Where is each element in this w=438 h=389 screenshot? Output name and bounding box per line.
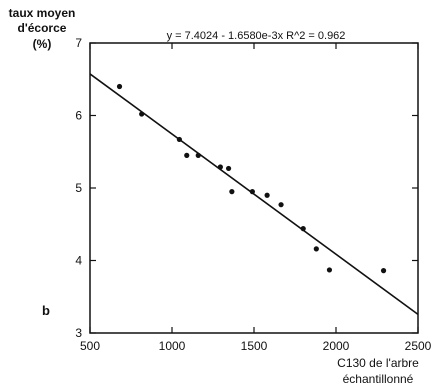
data-point	[249, 189, 255, 195]
x-axis-label-line: C130 de l'arbre	[337, 356, 419, 370]
data-point	[278, 202, 284, 208]
panel-label: b	[42, 303, 50, 318]
regression-line	[89, 73, 419, 315]
data-points	[116, 83, 387, 274]
x-tick-label: 2500	[405, 339, 432, 353]
y-axis-label-line: taux moyen	[9, 6, 76, 20]
data-point	[300, 226, 306, 232]
x-tick-label: 1500	[241, 339, 268, 353]
y-tick-label: 6	[75, 109, 82, 123]
data-point	[176, 136, 182, 143]
data-point	[326, 267, 333, 273]
axis-ticks	[89, 42, 419, 334]
data-point	[217, 164, 223, 170]
x-axis-label: C130 de l'arbre échantillonné	[337, 356, 419, 386]
data-point	[313, 246, 319, 252]
x-axis-label-line: échantillonné	[343, 372, 414, 386]
y-tick-label: 5	[75, 181, 82, 195]
data-point	[139, 111, 145, 117]
data-point	[116, 83, 123, 90]
x-tick-label: 500	[80, 339, 100, 353]
data-point	[195, 152, 201, 158]
y-tick-label: 4	[75, 254, 82, 268]
regression-equation: y = 7.4024 - 1.6580e-3x R^2 = 0.962	[167, 30, 346, 42]
data-point	[225, 165, 232, 172]
y-axis-label-line: (%)	[33, 37, 52, 51]
data-point	[229, 189, 235, 195]
x-tick-label: 1000	[159, 339, 186, 353]
plot-frame	[89, 42, 419, 334]
y-axis-label-line: d'écorce	[18, 21, 67, 35]
x-tick-label: 2000	[323, 339, 350, 353]
axis-tick-labels: 500 1000 1500 2000 2500 3 4 5 6 7	[75, 36, 431, 353]
y-tick-label: 3	[75, 326, 82, 340]
data-point	[184, 152, 190, 158]
data-point	[264, 192, 270, 198]
y-tick-label: 7	[75, 36, 82, 50]
data-point	[380, 268, 387, 274]
